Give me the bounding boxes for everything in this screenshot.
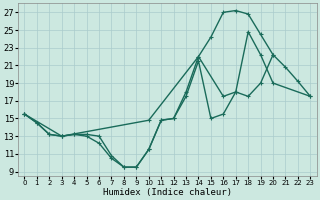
X-axis label: Humidex (Indice chaleur): Humidex (Indice chaleur) bbox=[103, 188, 232, 197]
